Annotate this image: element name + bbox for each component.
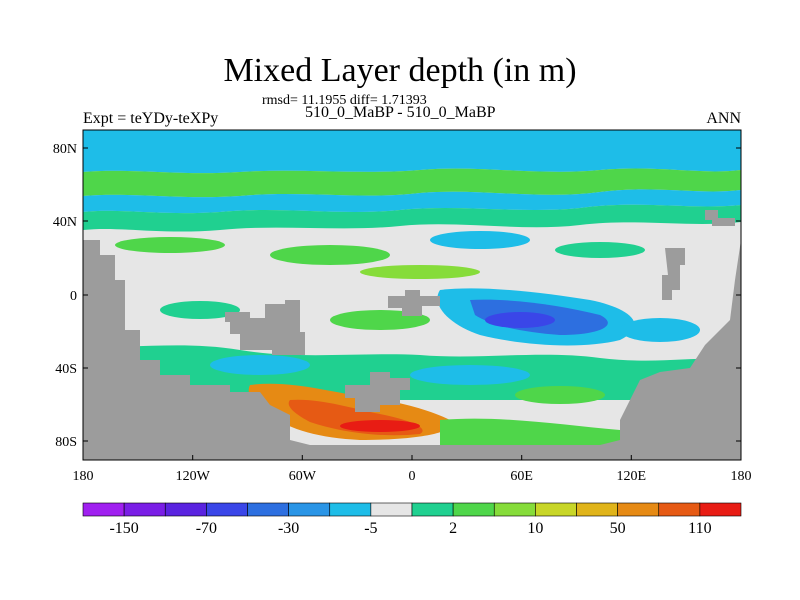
- lon-label-180-east: 180: [731, 469, 752, 484]
- northern-negative-band: [83, 189, 741, 214]
- land-mask: [388, 290, 440, 316]
- field-blob: [210, 355, 310, 375]
- colorbar-swatch: [617, 502, 660, 517]
- colorbar-swatch: [164, 502, 207, 517]
- field-blob: [620, 318, 700, 342]
- field-blob: [485, 312, 555, 328]
- colorbar-swatch: [493, 502, 536, 517]
- colorbar-label: -30: [278, 520, 299, 537]
- colorbar-label: 2: [449, 520, 457, 537]
- lat-label-0: 0: [70, 289, 77, 304]
- lat-label-80n: 80N: [53, 142, 77, 157]
- colorbar-label: 110: [688, 520, 711, 537]
- lon-tick-marks: [82, 455, 742, 460]
- arctic-negative-band: [83, 130, 741, 174]
- field-blob: [160, 301, 240, 319]
- mid-latitude-band: [83, 204, 741, 232]
- colorbar-swatch: [206, 502, 248, 517]
- northern-positive-band: [83, 168, 741, 198]
- lon-label-120e: 120E: [617, 469, 647, 484]
- lon-label-60w: 60W: [289, 469, 317, 484]
- plot-subtitle: 510_0_MaBP - 510_0_MaBP: [305, 104, 496, 121]
- land-mask: [83, 240, 741, 460]
- plot-title: Mixed Layer depth (in m): [223, 52, 577, 89]
- colorbar-label: 50: [610, 520, 626, 537]
- field-blob: [115, 237, 225, 253]
- lat-label-40s: 40S: [55, 362, 77, 377]
- field-blob: [340, 420, 420, 432]
- colorbar-swatch: [452, 502, 495, 517]
- field-blob: [360, 265, 480, 279]
- colorbar-swatch: [82, 502, 125, 517]
- lat-label-40n: 40N: [53, 215, 77, 230]
- land-mask: [662, 248, 685, 300]
- land-mask: [345, 372, 410, 412]
- lat-label-80s: 80S: [55, 435, 77, 450]
- colorbar-swatch: [576, 502, 618, 517]
- colorbar-label: -5: [364, 520, 377, 537]
- colorbar-label: -150: [109, 520, 138, 537]
- colorbar-label: 10: [527, 520, 543, 537]
- season-label: ANN: [706, 110, 741, 127]
- field-blob: [555, 242, 645, 258]
- colorbar-swatch: [247, 502, 289, 517]
- field-blob: [410, 365, 530, 385]
- colorbar-swatch: [329, 502, 372, 517]
- colorbar: -150 -70 -30 -5 2 10 50 110: [82, 502, 742, 537]
- field-blob: [270, 245, 390, 265]
- colorbar-swatch: [411, 502, 454, 517]
- colorbar-swatch: [370, 502, 413, 517]
- field-blob: [515, 386, 605, 404]
- experiment-label: Expt = teYDy-teXPy: [83, 110, 219, 127]
- colorbar-swatch: [658, 502, 701, 517]
- map-field: [83, 130, 741, 460]
- field-blob: [430, 231, 530, 249]
- lon-label-180-west: 180: [73, 469, 94, 484]
- lat-tick-marks: [83, 147, 741, 442]
- lon-label-60e: 60E: [510, 469, 533, 484]
- colorbar-swatch: [123, 502, 166, 517]
- field-blob: [440, 418, 620, 445]
- stats-text: rmsd= 11.1955 diff= 1.71393: [262, 93, 427, 108]
- colorbar-swatch: [699, 502, 742, 517]
- lon-label-0: 0: [409, 469, 416, 484]
- colorbar-label: -70: [196, 520, 217, 537]
- land-mask: [705, 210, 735, 226]
- lon-label-120w: 120W: [176, 469, 211, 484]
- colorbar-swatch: [535, 502, 577, 517]
- land-mask: [225, 300, 305, 355]
- colorbar-swatch: [288, 502, 331, 517]
